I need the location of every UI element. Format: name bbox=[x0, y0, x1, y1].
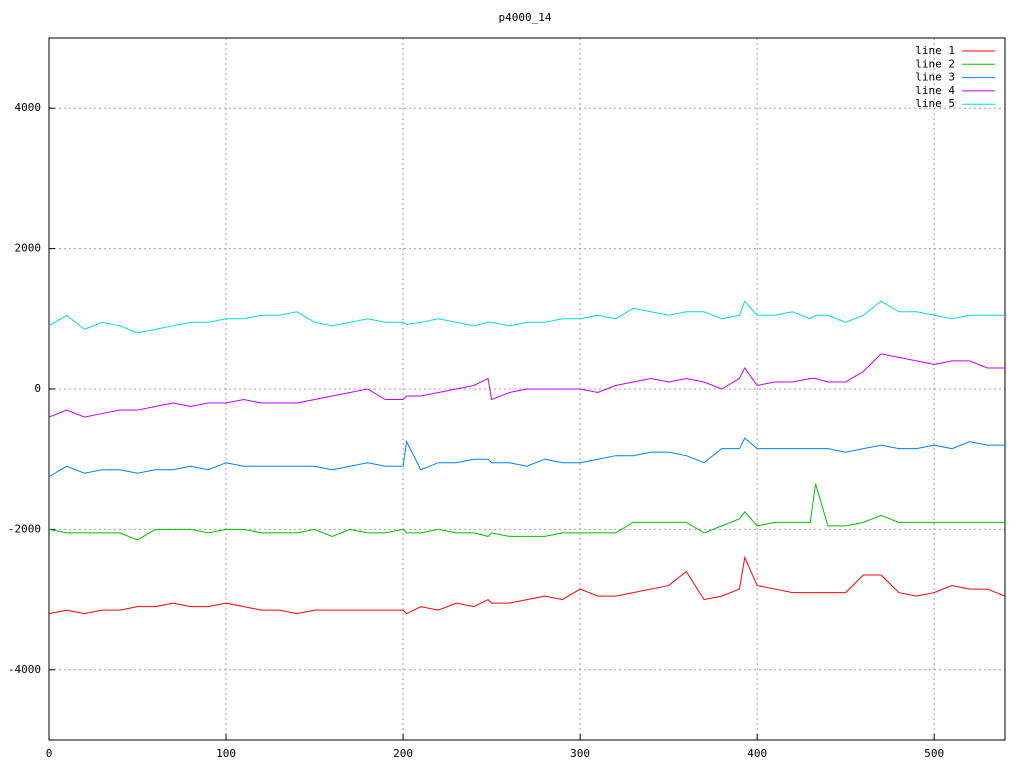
legend-label: line 1 bbox=[915, 44, 955, 57]
x-tick-label: 200 bbox=[393, 747, 413, 760]
data-line bbox=[48, 555, 1006, 615]
legend-label: line 5 bbox=[915, 97, 955, 110]
data-line bbox=[48, 483, 1005, 541]
plot-border bbox=[48, 37, 1006, 741]
y-tick-label: 2000 bbox=[15, 242, 42, 255]
legend-label: line 4 bbox=[915, 84, 955, 97]
y-tick-label: 0 bbox=[34, 382, 41, 395]
x-tick-label: 300 bbox=[570, 747, 590, 760]
x-tick-label: 0 bbox=[46, 747, 53, 760]
data-line bbox=[48, 300, 1005, 334]
x-tick-label: 400 bbox=[747, 747, 767, 760]
legend-label: line 2 bbox=[915, 57, 955, 70]
y-tick-label: 4000 bbox=[15, 101, 42, 114]
x-tick-label: 100 bbox=[216, 747, 236, 760]
y-tick-label: -4000 bbox=[8, 663, 41, 676]
x-tick-label: 500 bbox=[924, 747, 944, 760]
data-line bbox=[48, 353, 1005, 418]
chart-title: p4000_14 bbox=[499, 11, 552, 24]
data-line bbox=[48, 437, 1005, 478]
legend-label: line 3 bbox=[915, 71, 955, 84]
y-tick-label: -2000 bbox=[8, 522, 41, 535]
